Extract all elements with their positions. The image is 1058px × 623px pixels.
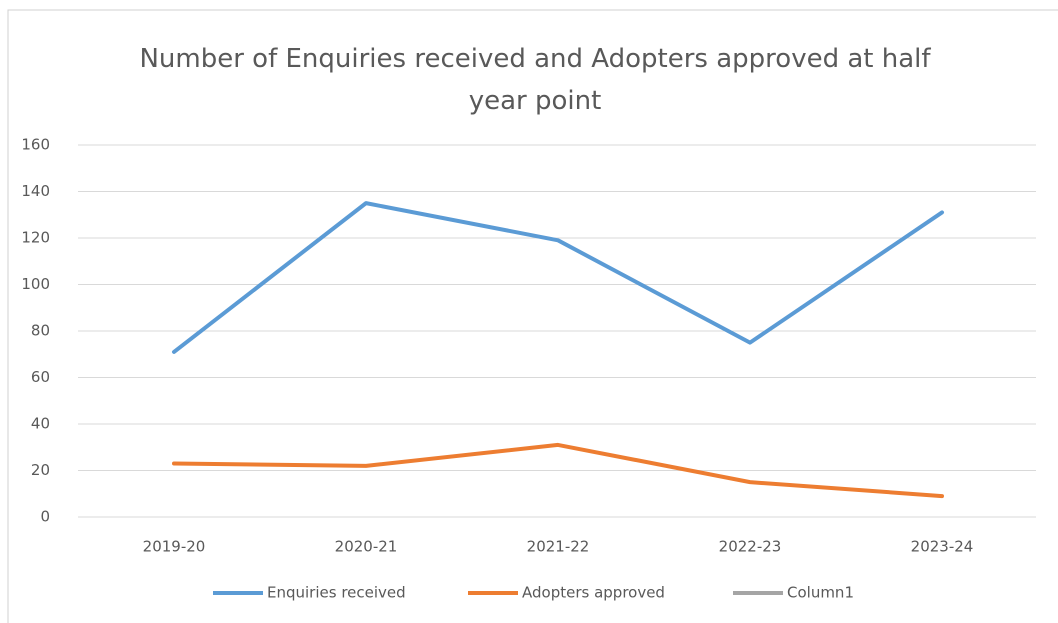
series-line	[172, 442, 944, 499]
y-tick-label: 40	[31, 415, 50, 433]
x-tick-label: 2023-24	[911, 538, 974, 556]
x-tick-label: 2020-21	[335, 538, 398, 556]
y-tick-label: 80	[31, 322, 50, 340]
y-tick-label: 60	[31, 368, 50, 386]
y-tick-label: 100	[21, 275, 50, 293]
y-tick-label: 140	[21, 182, 50, 200]
chart-title: Number of Enquiries received and Adopter…	[139, 44, 931, 116]
x-tick-label: 2022-23	[719, 538, 782, 556]
legend-label: Adopters approved	[522, 584, 665, 602]
y-tick-label: 0	[40, 508, 50, 526]
legend-label: Enquiries received	[267, 584, 406, 602]
series-line	[172, 201, 944, 354]
chart-border	[7, 9, 1058, 623]
y-tick-label: 120	[21, 229, 50, 247]
x-tick-label: 2019-20	[143, 538, 206, 556]
y-tick-label: 20	[31, 461, 50, 479]
y-tick-label: 160	[21, 136, 50, 154]
legend-label: Column1	[787, 584, 854, 602]
x-tick-label: 2021-22	[527, 538, 590, 556]
